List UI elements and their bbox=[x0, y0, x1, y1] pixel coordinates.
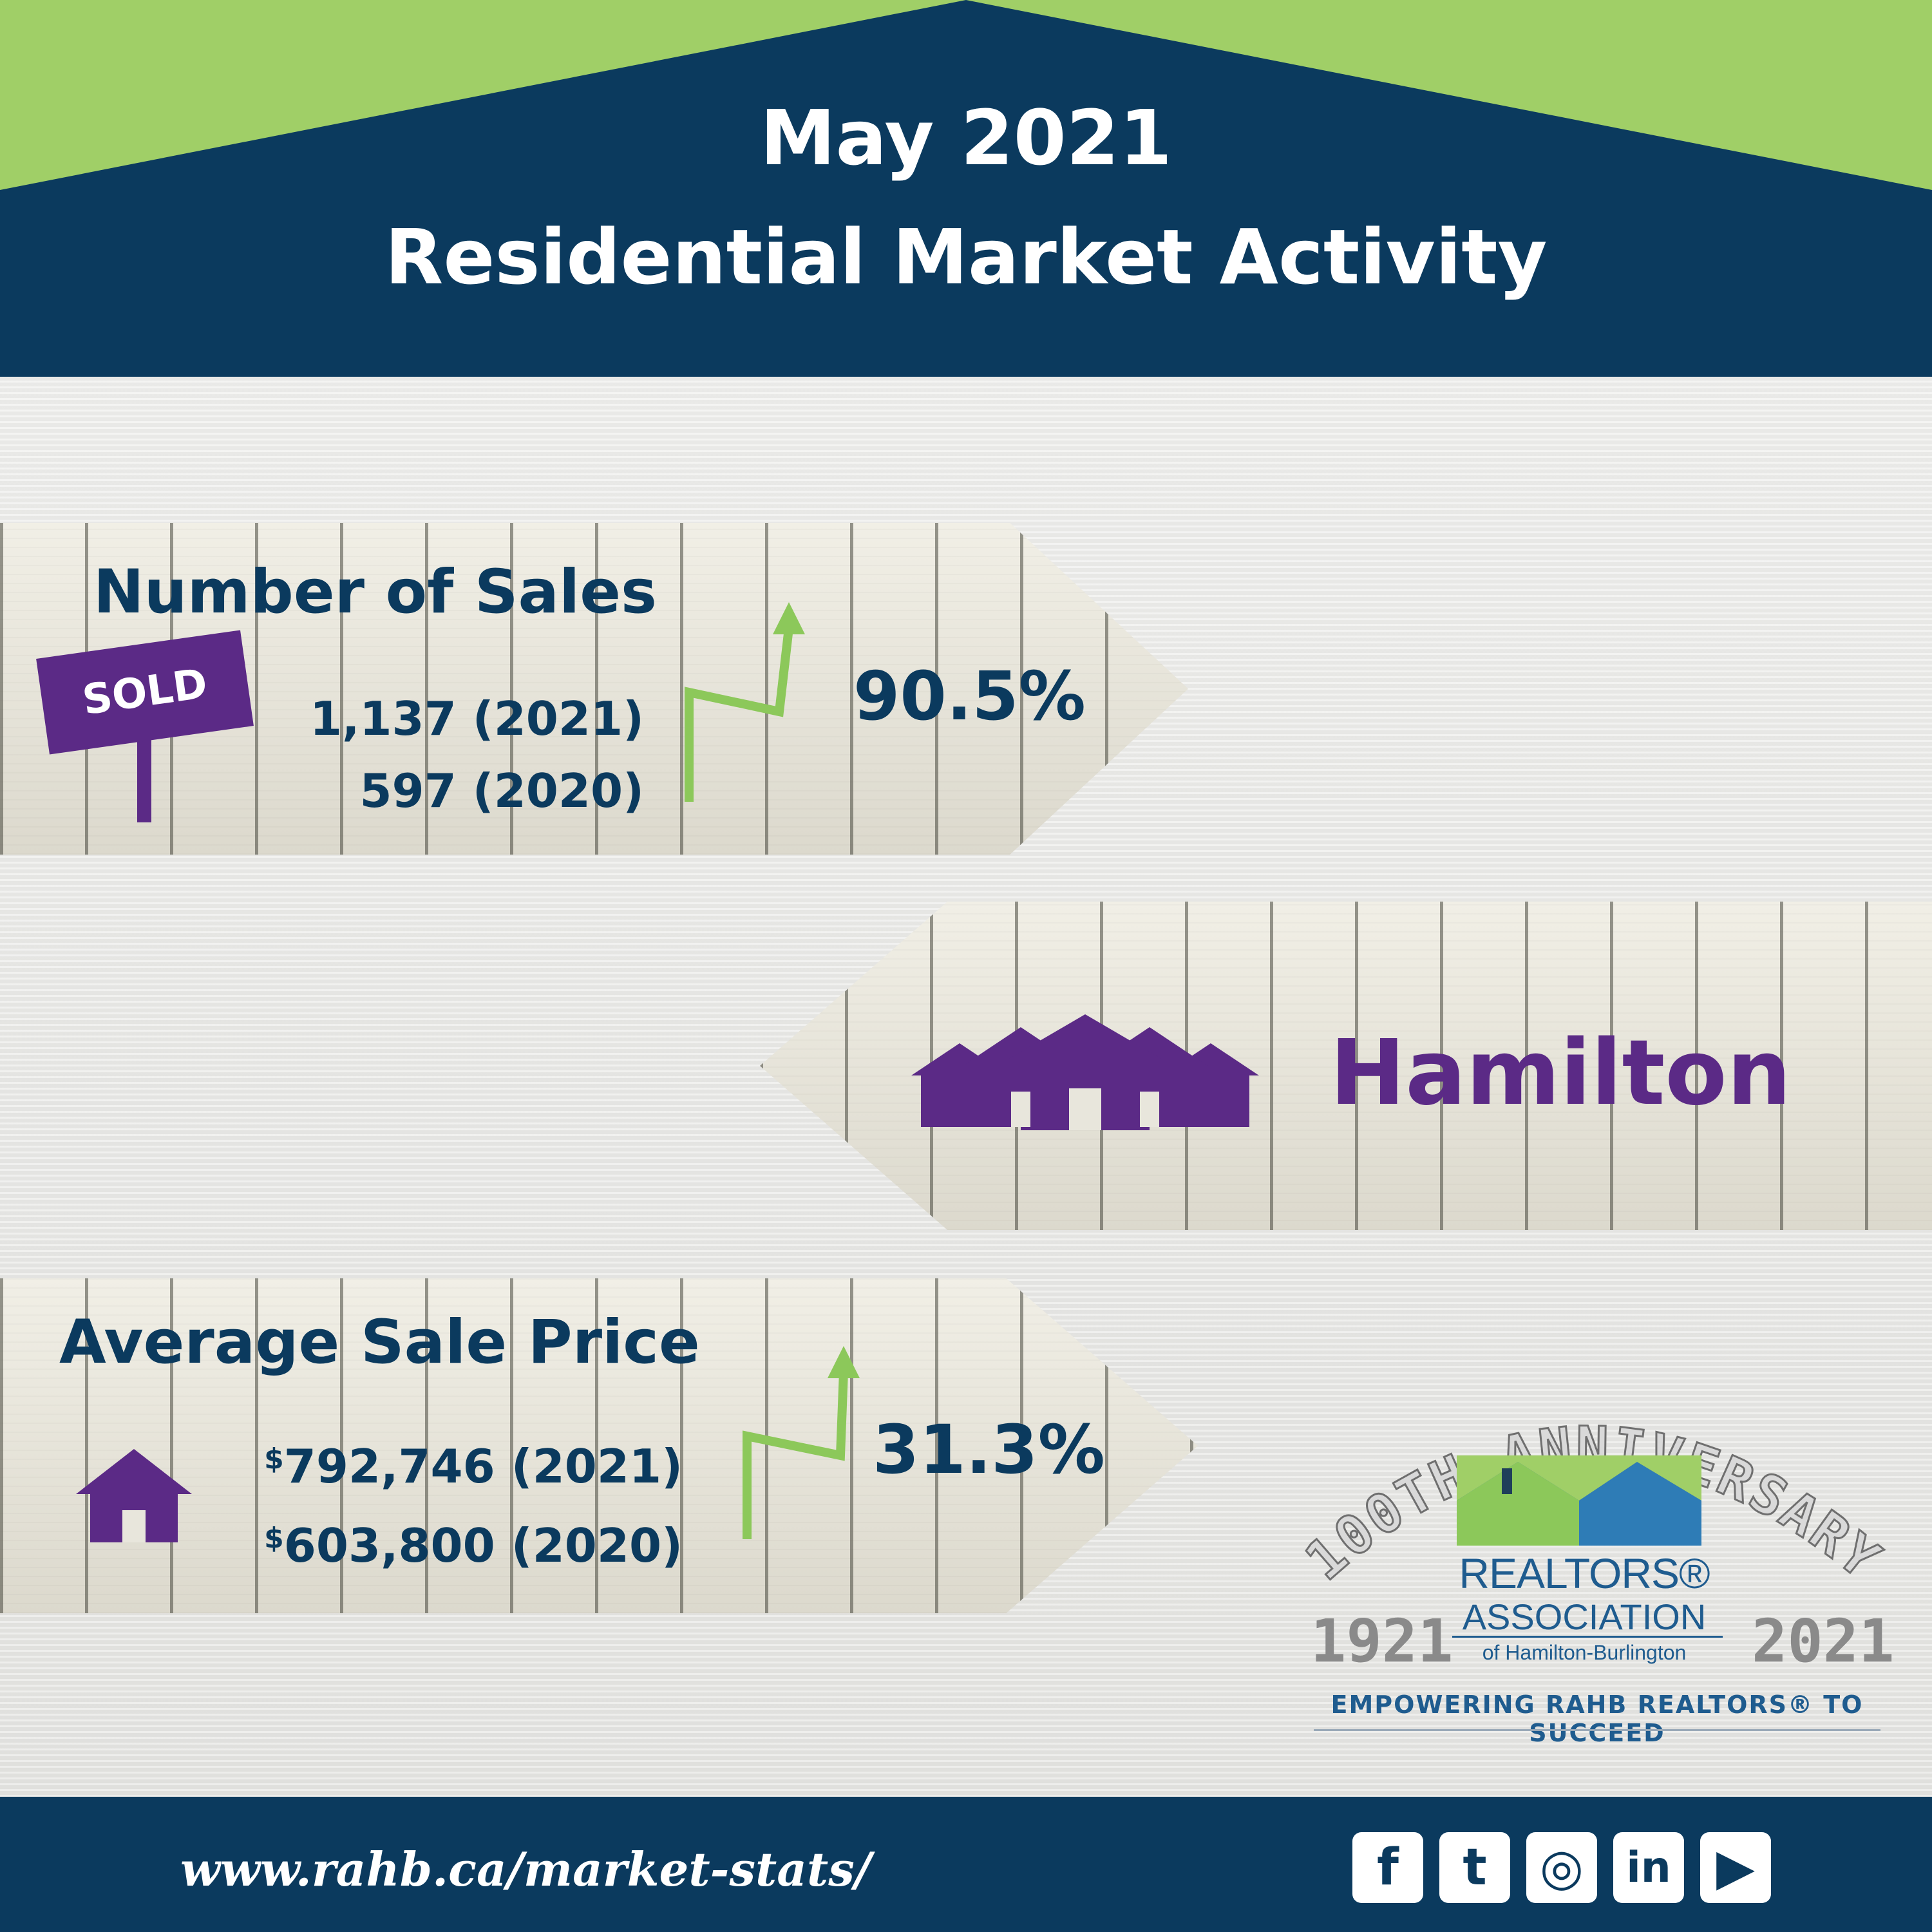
org-name-realtors: REALTORS® bbox=[1459, 1549, 1710, 1597]
facebook-icon[interactable]: f bbox=[1352, 1832, 1423, 1903]
sales-values: 1,137 (2021) 597 (2020) bbox=[277, 683, 644, 827]
linkedin-icon[interactable]: in bbox=[1613, 1832, 1684, 1903]
price-value-2021: $792,746 (2021) bbox=[264, 1439, 683, 1493]
header-banner bbox=[0, 0, 1932, 377]
page-title-date: May 2021 bbox=[760, 93, 1172, 182]
price-heading: Average Sale Price bbox=[59, 1307, 700, 1378]
price-change-percent: 31.3% bbox=[873, 1410, 1105, 1489]
org-name-region: of Hamilton-Burlington bbox=[1482, 1641, 1687, 1664]
divider bbox=[1314, 1729, 1880, 1731]
twitter-icon[interactable]: t bbox=[1439, 1832, 1510, 1903]
divider bbox=[1452, 1636, 1723, 1638]
house-icon bbox=[76, 1449, 192, 1542]
rahb-logo-icon bbox=[1457, 1455, 1701, 1546]
org-name-association: ASSOCIATION bbox=[1462, 1596, 1707, 1637]
up-arrow-icon bbox=[743, 1346, 860, 1539]
currency-symbol: $ bbox=[264, 1522, 284, 1555]
sales-heading: Number of Sales bbox=[93, 557, 657, 627]
sales-value-2020: 597 (2020) bbox=[359, 764, 644, 818]
currency-symbol: $ bbox=[264, 1443, 284, 1475]
price-value-2020: $603,800 (2020) bbox=[264, 1519, 683, 1573]
website-link[interactable]: www.rahb.ca/market-stats/ bbox=[180, 1842, 872, 1897]
year-end: 2021 bbox=[1752, 1607, 1895, 1676]
price-sign bbox=[0, 1278, 1198, 1613]
sales-change-percent: 90.5% bbox=[853, 657, 1086, 735]
youtube-icon[interactable]: ▶ bbox=[1700, 1832, 1771, 1903]
houses-icon bbox=[911, 1014, 1259, 1130]
tagline: EMPOWERING RAHB REALTORS® TO SUCCEED bbox=[1331, 1690, 1864, 1747]
instagram-icon[interactable]: ◎ bbox=[1526, 1832, 1597, 1903]
city-name: Hamilton bbox=[1330, 1021, 1792, 1126]
page-title: Residential Market Activity bbox=[384, 213, 1548, 301]
year-start: 1921 bbox=[1311, 1607, 1454, 1676]
sold-sign-post bbox=[137, 731, 151, 822]
price-values: $792,746 (2021) $603,800 (2020) bbox=[245, 1423, 683, 1582]
up-arrow-icon bbox=[685, 602, 805, 802]
footer-bar bbox=[0, 1797, 1932, 1932]
sales-value-2021: 1,137 (2021) bbox=[309, 692, 644, 746]
